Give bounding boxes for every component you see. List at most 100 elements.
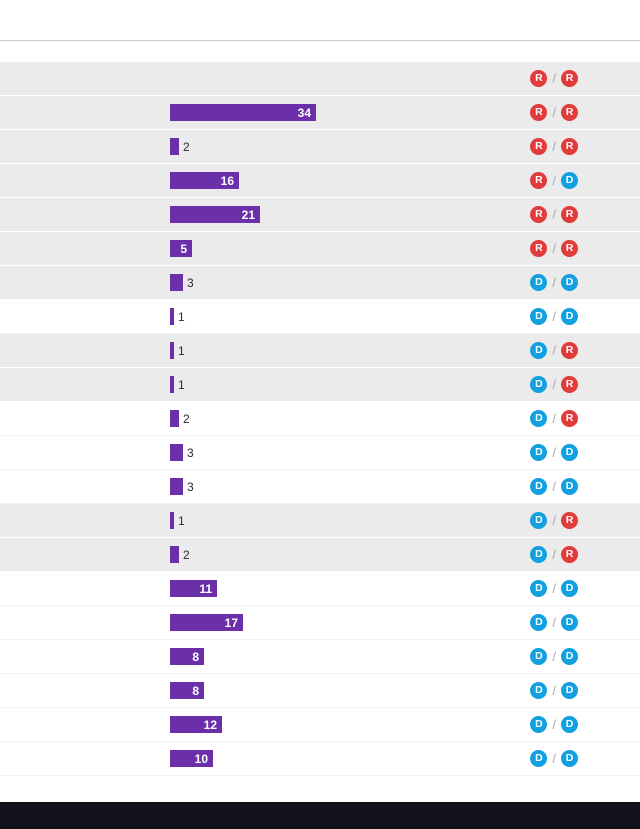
bar-cell: 10: [170, 742, 530, 775]
party-badge-right: D: [561, 682, 578, 699]
party-badge-left: R: [530, 104, 548, 121]
party-badge-right: R: [561, 512, 578, 529]
header-space: [0, 0, 640, 41]
table-row: 17 D / D: [0, 606, 640, 640]
party-badge-left: D: [530, 750, 548, 767]
party-badge-left: R: [530, 240, 548, 257]
party-badges: D / R: [530, 512, 578, 529]
bar-value-label: 2: [183, 547, 190, 562]
bar-value-label: 2: [183, 139, 190, 154]
value-bar: 34: [170, 104, 316, 121]
bar-cell: 11: [170, 572, 530, 605]
results-table: R / R 34 R / R 2 R / R: [0, 62, 640, 776]
bar-value-label: 16: [220, 173, 234, 188]
badge-separator: /: [552, 105, 556, 120]
badge-separator: /: [552, 479, 556, 494]
bar-value-label: 10: [194, 751, 208, 766]
table-row: 5 R / R: [0, 232, 640, 266]
party-badge-right: R: [561, 376, 578, 393]
bar-cell: 21: [170, 198, 530, 231]
bar-value-label: 1: [178, 309, 185, 324]
party-badges: D / D: [530, 614, 578, 631]
party-badge-left: D: [530, 716, 548, 733]
party-badge-left: D: [530, 580, 548, 597]
value-bar: 16: [170, 172, 239, 189]
party-badge-left: D: [530, 410, 548, 427]
badge-separator: /: [552, 275, 556, 290]
bar-value-label: 3: [187, 275, 194, 290]
badge-separator: /: [552, 615, 556, 630]
value-bar: 17: [170, 614, 243, 631]
value-bar: [170, 138, 179, 155]
value-bar: [170, 308, 174, 325]
party-badge-left: R: [530, 206, 548, 223]
bar-value-label: 34: [297, 105, 311, 120]
table-row: R / R: [0, 62, 640, 96]
table-row: 1 D / R: [0, 334, 640, 368]
party-badges: R / R: [530, 70, 578, 87]
party-badges: D / D: [530, 274, 578, 291]
table-row: 1 D / R: [0, 368, 640, 402]
value-bar: [170, 512, 174, 529]
table-row: 10 D / D: [0, 742, 640, 776]
party-badges: D / R: [530, 342, 578, 359]
party-badge-left: D: [530, 648, 548, 665]
table-row: 2 R / R: [0, 130, 640, 164]
table-row: 8 D / D: [0, 640, 640, 674]
badge-separator: /: [552, 547, 556, 562]
party-badge-left: D: [530, 376, 548, 393]
bar-cell: 3: [170, 470, 530, 503]
badge-separator: /: [552, 581, 556, 596]
bar-value-label: 21: [241, 207, 255, 222]
value-bar: [170, 546, 179, 563]
table-row: 2 D / R: [0, 538, 640, 572]
bar-cell: 17: [170, 606, 530, 639]
party-badges: R / R: [530, 138, 578, 155]
party-badge-left: D: [530, 512, 548, 529]
party-badges: R / R: [530, 240, 578, 257]
bar-cell: 5: [170, 232, 530, 265]
table-row: 12 D / D: [0, 708, 640, 742]
badge-separator: /: [552, 513, 556, 528]
badge-separator: /: [552, 411, 556, 426]
party-badges: D / D: [530, 750, 578, 767]
bar-cell: 2: [170, 130, 530, 163]
bar-value-label: 1: [178, 343, 185, 358]
badge-separator: /: [552, 139, 556, 154]
badge-separator: /: [552, 173, 556, 188]
party-badges: R / D: [530, 172, 578, 189]
table-row: 8 D / D: [0, 674, 640, 708]
table-row: 2 D / R: [0, 402, 640, 436]
badge-separator: /: [552, 445, 556, 460]
party-badge-right: D: [561, 716, 578, 733]
party-badge-right: D: [561, 308, 578, 325]
party-badge-left: D: [530, 308, 548, 325]
bar-cell: 8: [170, 674, 530, 707]
badge-separator: /: [552, 71, 556, 86]
party-badge-left: D: [530, 478, 548, 495]
badge-separator: /: [552, 343, 556, 358]
bar-value-label: 8: [192, 649, 199, 664]
table-row: 11 D / D: [0, 572, 640, 606]
party-badges: D / D: [530, 716, 578, 733]
party-badge-right: D: [561, 614, 578, 631]
bar-cell: 1: [170, 504, 530, 537]
table-row: 1 D / R: [0, 504, 640, 538]
value-bar: [170, 376, 174, 393]
badge-separator: /: [552, 717, 556, 732]
party-badge-right: D: [561, 478, 578, 495]
party-badge-left: R: [530, 138, 548, 155]
bar-cell: 12: [170, 708, 530, 741]
party-badge-right: D: [561, 274, 578, 291]
party-badge-left: D: [530, 274, 548, 291]
party-badge-right: R: [561, 138, 578, 155]
party-badge-right: R: [561, 206, 578, 223]
party-badge-left: D: [530, 342, 548, 359]
bar-cell: 16: [170, 164, 530, 197]
badge-separator: /: [552, 683, 556, 698]
value-bar: [170, 274, 183, 291]
party-badges: D / D: [530, 478, 578, 495]
table-row: 3 D / D: [0, 266, 640, 300]
party-badges: D / R: [530, 546, 578, 563]
